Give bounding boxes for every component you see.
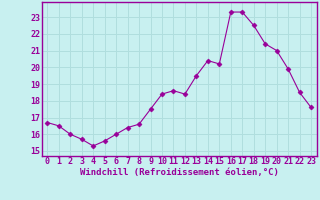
X-axis label: Windchill (Refroidissement éolien,°C): Windchill (Refroidissement éolien,°C)	[80, 168, 279, 177]
